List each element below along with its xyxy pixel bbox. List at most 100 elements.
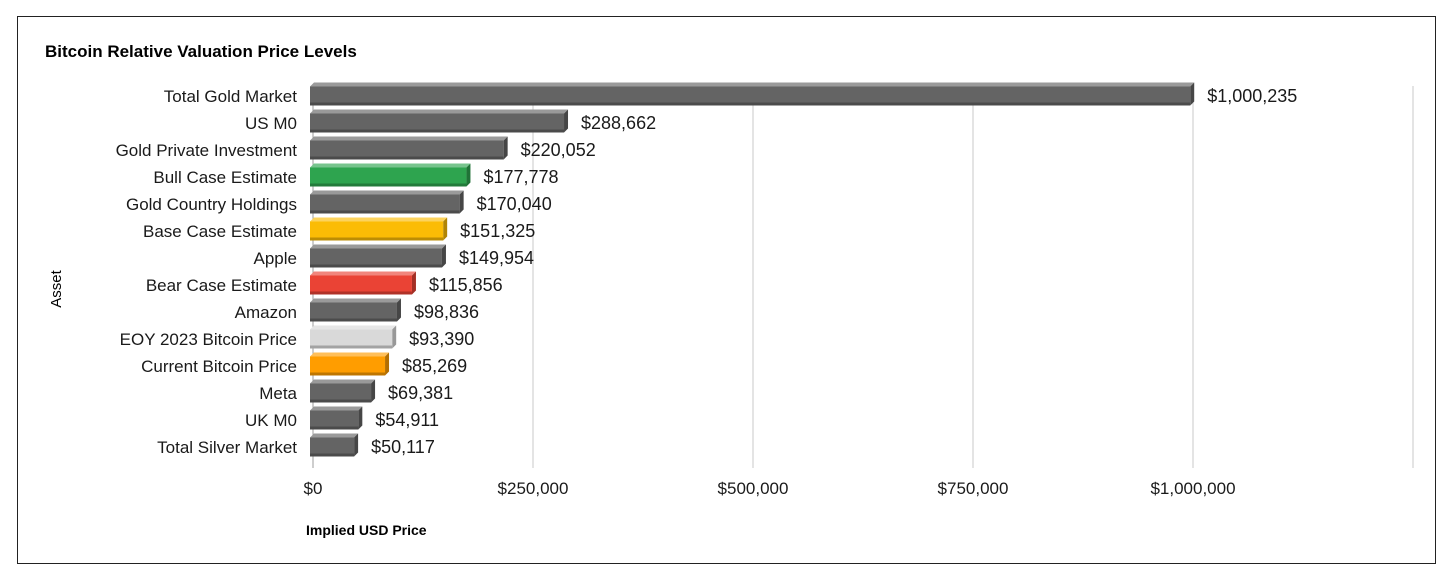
category-labels: Total Gold Market US M0 Gold Private Inves… [116, 87, 298, 457]
data-label: $170,040 [477, 194, 552, 214]
x-tick-label: $0 [304, 479, 323, 498]
bar-top-face [310, 82, 1195, 87]
bar-side-face [1190, 82, 1195, 106]
bar-side-face [371, 379, 376, 403]
data-label: $93,390 [409, 329, 474, 349]
bar-side-face [466, 163, 471, 187]
data-label: $1,000,235 [1207, 86, 1297, 106]
bar-front-face [310, 248, 442, 268]
bar [310, 190, 464, 214]
bar-bottom-shade [310, 210, 460, 214]
bar-front-face [310, 221, 444, 241]
bar-front-face [310, 86, 1191, 106]
bar [310, 109, 569, 133]
bar-bottom-shade [310, 237, 444, 241]
category-label: Current Bitcoin Price [141, 357, 297, 376]
bar [310, 325, 397, 349]
data-label: $54,911 [375, 410, 439, 430]
bar-bottom-shade [310, 102, 1191, 106]
bar-bottom-shade [310, 426, 359, 430]
bar-side-face [354, 433, 359, 457]
bar-front-face [310, 275, 412, 295]
y-axis-title: Asset [48, 269, 65, 307]
bar-bottom-shade [310, 372, 386, 376]
bar-side-face [392, 325, 397, 349]
bar-top-face [310, 379, 376, 384]
bar-top-face [310, 406, 363, 411]
bar [310, 298, 401, 322]
bar-top-face [310, 298, 401, 303]
bar [310, 406, 363, 430]
bar [310, 244, 446, 268]
bar-bottom-shade [310, 129, 565, 133]
x-tick-label: $1,000,000 [1150, 479, 1235, 498]
bar-top-face [310, 433, 359, 438]
bar-bottom-shade [310, 264, 442, 268]
x-tick-label: $750,000 [938, 479, 1009, 498]
category-label: Gold Country Holdings [126, 195, 297, 214]
bar-top-face [310, 244, 446, 249]
category-label: Total Gold Market [164, 87, 297, 106]
category-label: Total Silver Market [157, 438, 297, 457]
bar [310, 352, 390, 376]
bar-bottom-shade [310, 156, 504, 160]
bar-bottom-shade [310, 453, 355, 457]
data-label: $151,325 [460, 221, 535, 241]
bar-front-face [310, 356, 386, 376]
category-label: Amazon [235, 303, 297, 322]
data-label: $98,836 [414, 302, 479, 322]
bar-bottom-shade [310, 291, 412, 295]
bar [310, 136, 508, 160]
x-tick-label: $250,000 [498, 479, 569, 498]
category-label: Bull Case Estimate [153, 168, 297, 187]
category-label: Apple [254, 249, 297, 268]
bar [310, 163, 471, 187]
bar-top-face [310, 352, 390, 357]
bar-front-face [310, 302, 397, 322]
data-label: $85,269 [402, 356, 467, 376]
bar-front-face [310, 140, 504, 160]
category-label: EOY 2023 Bitcoin Price [120, 330, 297, 349]
data-label: $50,117 [371, 437, 435, 457]
bar-front-face [310, 383, 372, 403]
bar-front-face [310, 437, 355, 457]
value-labels: $1,000,235 $288,662 $220,052 $177,778 $170,0… [371, 86, 1297, 457]
bar-bottom-shade [310, 399, 372, 403]
data-label: $115,856 [429, 275, 503, 295]
data-label: $177,778 [483, 167, 558, 187]
bar-bottom-shade [310, 318, 397, 322]
bar-front-face [310, 194, 460, 214]
chart-title: Bitcoin Relative Valuation Price Levels [45, 42, 357, 61]
bar-top-face [310, 190, 464, 195]
x-axis-title: Implied USD Price [306, 522, 427, 538]
bar-side-face [358, 406, 363, 430]
category-label: Base Case Estimate [143, 222, 297, 241]
bar-side-face [396, 298, 401, 322]
category-label: Meta [259, 384, 297, 403]
bar-side-face [459, 190, 464, 214]
bar-side-face [503, 136, 508, 160]
category-label: UK M0 [245, 411, 297, 430]
bar-bottom-shade [310, 183, 467, 187]
bar-side-face [411, 271, 416, 295]
bar [310, 433, 359, 457]
category-label: US M0 [245, 114, 297, 133]
bar-top-face [310, 325, 397, 330]
bar-front-face [310, 113, 565, 133]
bar-top-face [310, 109, 569, 114]
bar [310, 82, 1195, 106]
x-tick-label: $500,000 [718, 479, 789, 498]
bar-side-face [443, 217, 448, 241]
bar [310, 271, 416, 295]
bars [310, 82, 1195, 457]
bar-top-face [310, 163, 471, 168]
bar-top-face [310, 271, 416, 276]
bar-side-face [385, 352, 390, 376]
x-tick-labels: $0 $250,000 $500,000 $750,000 $1,000,000 [304, 479, 1236, 498]
category-label: Gold Private Investment [116, 141, 298, 160]
bar-side-face [564, 109, 569, 133]
data-label: $69,381 [388, 383, 453, 403]
bar-top-face [310, 217, 448, 222]
bar-front-face [310, 329, 393, 349]
